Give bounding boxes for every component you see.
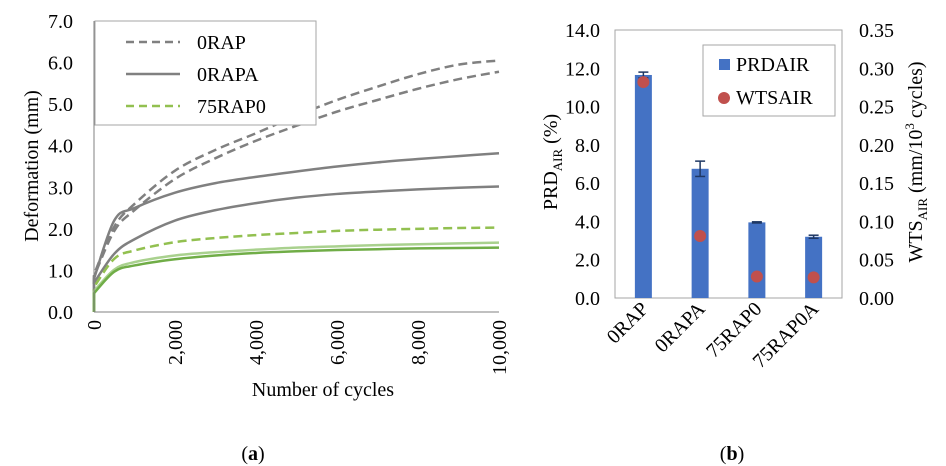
wts-point-group — [637, 76, 820, 284]
panel-a-label: (a) — [241, 443, 264, 465]
deformation-line-1 — [92, 59, 500, 312]
wtsair-point-75rap0a — [807, 271, 820, 284]
deformation-line-7 — [92, 246, 500, 312]
x-axis-title: Number of cycles — [252, 379, 394, 401]
wtsair-point-0rapa — [694, 229, 707, 242]
deformation-line-3 — [92, 151, 500, 312]
wtsair-point-75rap0 — [750, 270, 763, 283]
left-y-tick-label: 0.0 — [575, 288, 600, 310]
x-tick-label: 4,000 — [246, 320, 268, 365]
y-axis-title: Deformation (mm) — [21, 90, 43, 242]
y-tick-label: 7.0 — [48, 11, 73, 33]
panel-b-label: (b) — [720, 443, 744, 465]
left-y-tick-labels: 0.0 2.0 4.0 6.0 8.0 10.0 12.0 14.0 — [565, 20, 600, 310]
right-y-tick-labels: 0.00 0.05 0.10 0.15 0.20 0.25 0.30 0.35 — [859, 20, 894, 310]
legend-swatch-wtsair — [718, 92, 730, 104]
deformation-series-group — [92, 59, 500, 312]
right-y-tick-label: 0.05 — [859, 250, 894, 272]
right-y-tick-label: 0.00 — [859, 288, 894, 310]
left-y-axis-title: PRDAIR (%) — [540, 114, 565, 210]
deformation-line-6 — [92, 241, 500, 312]
left-y-tick-label: 12.0 — [565, 58, 600, 80]
x-tick-labels: 0 2,000 4,000 6,000 8,000 10,000 — [84, 320, 511, 375]
y-tick-label: 1.0 — [48, 260, 73, 282]
y-tick-label: 6.0 — [48, 53, 73, 75]
category-label: 0RAP — [603, 298, 653, 348]
x-tick-label: 8,000 — [408, 320, 430, 365]
right-y-tick-label: 0.25 — [859, 97, 894, 119]
right-y-tick-label: 0.20 — [859, 135, 894, 157]
deformation-line-4 — [92, 185, 500, 312]
left-y-tick-label: 4.0 — [575, 211, 600, 233]
y-tick-label: 0.0 — [48, 302, 73, 324]
left-y-tick-label: 8.0 — [575, 135, 600, 157]
y-tick-label: 2.0 — [48, 219, 73, 241]
right-y-tick-label: 0.10 — [859, 211, 894, 233]
prdair-bar-75rap0a — [805, 236, 823, 298]
y-tick-label: 3.0 — [48, 177, 73, 199]
right-y-tick-label: 0.30 — [859, 58, 894, 80]
right-y-tick-label: 0.15 — [859, 173, 894, 195]
legend-label-wtsair: WTSAIR — [736, 87, 813, 109]
y-tick-label: 4.0 — [48, 136, 73, 158]
legend-label-0rap: 0RAP — [197, 32, 246, 54]
legend-swatch-prdair — [719, 59, 730, 70]
legend-label-75rap0: 75RAP0 — [197, 96, 266, 118]
deformation-chart: 0.0 1.0 2.0 3.0 4.0 5.0 6.0 7.0 0 2,000 4,000 6,00… — [21, 11, 511, 465]
plot-area-border — [614, 29, 843, 299]
deformation-line-2 — [92, 70, 500, 312]
x-tick-label: 10,000 — [489, 320, 511, 375]
y-tick-label: 5.0 — [48, 94, 73, 116]
right-y-axis-title: WTSAIR (mm/103 cycles) — [902, 61, 930, 262]
x-tick-label: 6,000 — [327, 320, 349, 365]
legend-box-b — [702, 44, 836, 117]
legend-label-0rapa: 0RAPA — [197, 64, 259, 86]
x-tick-label: 2,000 — [165, 320, 187, 365]
x-tick-label: 0 — [84, 320, 106, 330]
legend-b: PRDAIR WTSAIR — [702, 44, 836, 117]
right-y-tick-label: 0.35 — [859, 20, 894, 42]
left-y-tick-label: 14.0 — [565, 20, 600, 42]
left-y-tick-label: 6.0 — [575, 173, 600, 195]
left-y-tick-label: 2.0 — [575, 250, 600, 272]
wtsair-point-0rap — [637, 76, 650, 89]
category-label: 0RAPA — [651, 298, 710, 357]
left-y-tick-label: 10.0 — [565, 97, 600, 119]
deformation-line-5 — [92, 226, 500, 312]
legend: 0RAP 0RAPA 75RAP0 — [94, 20, 317, 126]
prdair-bar-75rap0 — [748, 222, 766, 298]
prdair-bar-0rap — [634, 74, 652, 298]
legend-label-prdair: PRDAIR — [736, 54, 810, 76]
prd-wts-chart: 0.0 2.0 4.0 6.0 8.0 10.0 12.0 14.0 0.00 0.05 0.10… — [540, 20, 930, 465]
y-tick-labels: 0.0 1.0 2.0 3.0 4.0 5.0 6.0 7.0 — [48, 11, 73, 324]
